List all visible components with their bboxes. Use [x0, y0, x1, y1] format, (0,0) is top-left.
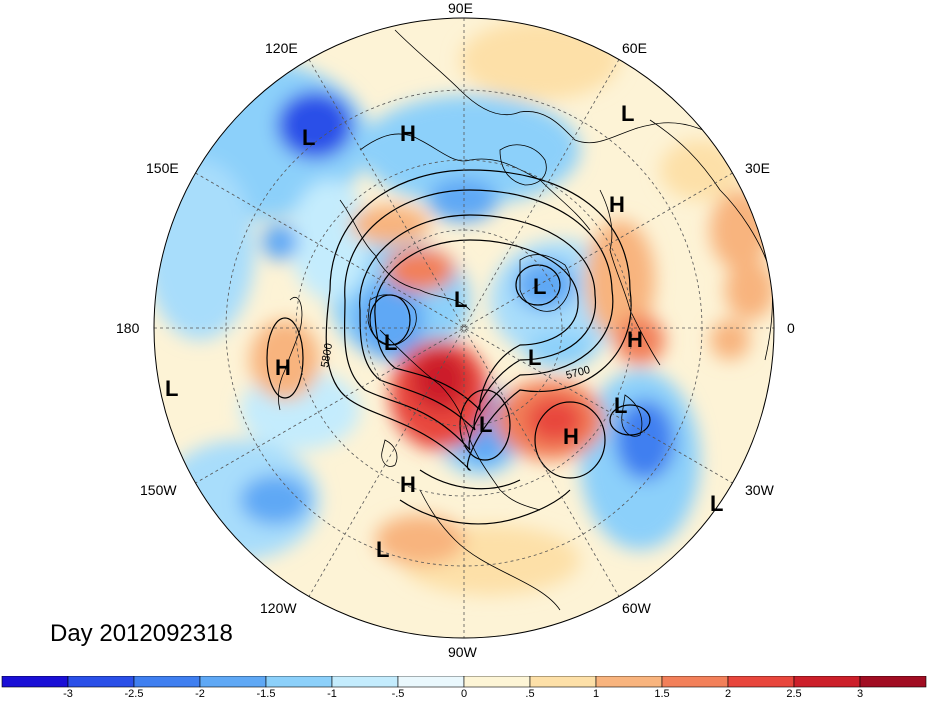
colorbar-swatch — [1, 676, 69, 688]
colorbar-swatch — [529, 676, 597, 688]
colorbar-swatch — [133, 676, 201, 688]
high-center-marker: H — [563, 424, 579, 449]
longitude-label-60e: 60E — [622, 40, 647, 56]
colorbar-swatch — [727, 676, 795, 688]
longitude-label-0: 0 — [787, 320, 795, 336]
colorbar-swatch — [331, 676, 399, 688]
colorbar-swatch — [199, 676, 267, 688]
high-center-marker: H — [400, 121, 416, 146]
colorbar-tick-label: 3 — [856, 688, 864, 700]
longitude-label-150e: 150E — [146, 160, 179, 176]
longitude-label-30e: 30E — [745, 160, 770, 176]
low-center-marker: L — [710, 491, 723, 516]
longitude-label-30w: 30W — [745, 482, 774, 498]
low-center-marker: L — [384, 330, 397, 355]
colorbar-tick-label: 2 — [724, 688, 732, 700]
colorbar — [1, 676, 927, 688]
longitude-label-60w: 60W — [622, 600, 651, 616]
longitude-label-150w: 150W — [140, 482, 177, 498]
colorbar-tick-label: -.5 — [391, 688, 405, 700]
high-center-marker: H — [400, 472, 416, 497]
colorbar-swatch — [397, 676, 465, 688]
colorbar-tick-label: -1 — [327, 688, 337, 700]
colorbar-swatch — [793, 676, 861, 688]
map-border — [153, 17, 775, 639]
colorbar-tick-label: -2 — [195, 688, 205, 700]
date-label: Day 2012092318 — [50, 620, 233, 647]
low-center-marker: L — [614, 393, 627, 418]
longitude-label-120e: 120E — [265, 40, 298, 56]
high-center-marker: H — [627, 327, 643, 352]
contour-label-5800: 5800 — [319, 342, 335, 368]
high-center-marker: H — [275, 355, 291, 380]
colorbar-tick-label: 0 — [460, 688, 468, 700]
low-center-marker: L — [376, 537, 389, 562]
high-center-marker: H — [609, 192, 625, 217]
low-center-marker: L — [479, 412, 492, 437]
low-center-marker: L — [528, 345, 541, 370]
colorbar-tick-label: 1.5 — [654, 688, 670, 700]
colorbar-tick-label: -1.5 — [256, 688, 276, 700]
colorbar-tick-label: .5 — [525, 688, 535, 700]
colorbar-swatch — [595, 676, 663, 688]
colorbar-swatch — [661, 676, 729, 688]
colorbar-swatch — [67, 676, 135, 688]
low-center-marker: L — [621, 101, 634, 126]
colorbar-swatch — [463, 676, 531, 688]
low-center-marker: L — [454, 287, 467, 312]
height-contours — [266, 169, 651, 525]
colorbar-tick-label: -3 — [63, 688, 73, 700]
longitude-label-120w: 120W — [260, 600, 297, 616]
colorbar-swatch — [265, 676, 333, 688]
colorbar-swatch — [859, 676, 927, 688]
graticule — [154, 18, 774, 638]
colorbar-tick-label: 2.5 — [786, 688, 802, 700]
pressure-centers: L H L H L L L H H L L L H H L L L — [165, 101, 723, 562]
longitude-label-90w: 90W — [448, 644, 477, 660]
low-center-marker: L — [533, 274, 546, 299]
colorbar-tick-label: 1 — [592, 688, 600, 700]
low-center-marker: L — [165, 376, 178, 401]
low-center-marker: L — [302, 125, 315, 150]
longitude-label-180: 180 — [116, 320, 140, 336]
longitude-label-90e: 90E — [448, 0, 473, 16]
colorbar-tick-label: -2.5 — [124, 688, 144, 700]
